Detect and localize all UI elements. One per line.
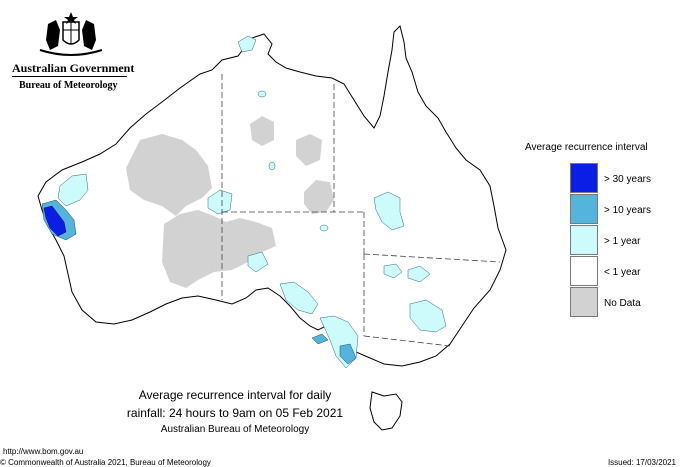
over-1-year-region xyxy=(407,265,431,283)
legend-label-over-10-years: > 10 years xyxy=(604,205,651,216)
over-10-year-region xyxy=(339,343,357,365)
footer-copyright: © Commonwealth of Australia 2021, Bureau… xyxy=(0,458,211,467)
legend-label-over-1-year: > 1 year xyxy=(604,236,641,247)
over-1-year-region xyxy=(319,224,329,232)
no-data-region xyxy=(162,210,276,288)
no-data-region xyxy=(250,116,274,146)
over-1-year-region xyxy=(409,299,447,333)
map-caption-source: Australian Bureau of Meteorology xyxy=(160,424,310,435)
header-divider xyxy=(12,76,127,77)
legend-label-no-data: No Data xyxy=(604,298,641,309)
legend-swatch-under-1-year xyxy=(570,256,598,286)
legend-swatch-no-data xyxy=(570,287,598,317)
map-caption-line-1: Average recurrence interval for daily xyxy=(138,388,332,402)
coat-of-arms-icon xyxy=(39,12,103,56)
over-1-year-region xyxy=(237,35,257,53)
legend-swatch-over-30-years xyxy=(570,163,598,193)
over-1-year-region xyxy=(57,173,89,207)
legend-label-under-1-year: < 1 year xyxy=(604,267,641,278)
no-data-region xyxy=(126,134,212,216)
over-1-year-region xyxy=(247,251,269,273)
no-data-region xyxy=(296,134,322,166)
legend-label-over-30-years: > 30 years xyxy=(604,174,651,185)
government-title: Australian Government xyxy=(12,61,135,75)
tasmania-outline xyxy=(369,391,403,431)
over-1-year-region xyxy=(279,281,319,315)
footer-url-link[interactable]: http://www.bom.gov.au xyxy=(3,447,84,456)
legend-swatch-over-10-years xyxy=(570,194,598,224)
over-1-year-region xyxy=(207,189,233,215)
map-caption-line-2: rainfall: 24 hours to 9am on 05 Feb 2021 xyxy=(126,406,344,420)
bureau-title: Bureau of Meteorology xyxy=(19,80,118,91)
footer-issued-date: Issued: 17/03/2021 xyxy=(607,458,676,467)
over-10-year-region xyxy=(311,333,329,345)
over-1-year-region xyxy=(383,263,403,279)
mainland-outline xyxy=(37,25,507,367)
legend-swatch-over-1-year xyxy=(570,225,598,255)
no-data-region xyxy=(304,180,334,214)
nsw-vic-border xyxy=(363,335,451,347)
qld-nsw-border xyxy=(363,253,501,263)
over-1-year-region xyxy=(257,90,267,98)
over-1-year-region xyxy=(268,161,276,171)
legend-title: Average recurrence interval xyxy=(525,142,648,153)
state-borders xyxy=(221,74,501,347)
over-30-year-region xyxy=(43,205,67,237)
over-1-year-region xyxy=(373,191,405,231)
